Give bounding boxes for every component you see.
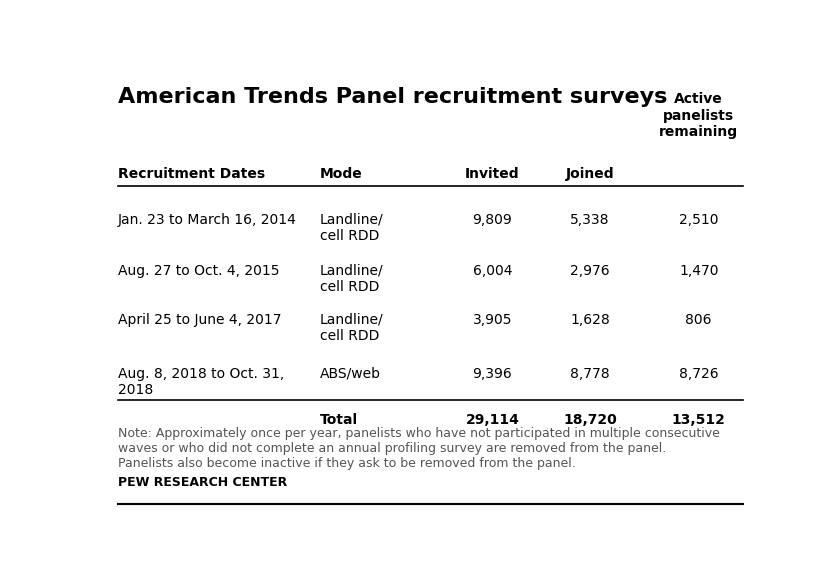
Text: Total: Total — [320, 414, 358, 427]
Text: Recruitment Dates: Recruitment Dates — [118, 167, 265, 181]
Text: 18,720: 18,720 — [563, 414, 617, 427]
Text: ABS/web: ABS/web — [320, 367, 381, 380]
Text: Mode: Mode — [320, 167, 363, 181]
Text: Landline/
cell RDD: Landline/ cell RDD — [320, 264, 383, 294]
Text: 1,628: 1,628 — [570, 313, 610, 327]
Text: April 25 to June 4, 2017: April 25 to June 4, 2017 — [118, 313, 281, 327]
Text: 1,470: 1,470 — [679, 264, 718, 278]
Text: 2,510: 2,510 — [679, 212, 718, 227]
Text: Joined: Joined — [565, 167, 614, 181]
Text: PEW RESEARCH CENTER: PEW RESEARCH CENTER — [118, 476, 287, 489]
Text: 6,004: 6,004 — [473, 264, 512, 278]
Text: 13,512: 13,512 — [672, 414, 726, 427]
Text: Landline/
cell RDD: Landline/ cell RDD — [320, 212, 383, 242]
Text: American Trends Panel recruitment surveys: American Trends Panel recruitment survey… — [118, 88, 668, 107]
Text: 8,778: 8,778 — [570, 367, 610, 380]
Text: Active
panelists
remaining: Active panelists remaining — [659, 92, 738, 139]
Text: Landline/
cell RDD: Landline/ cell RDD — [320, 313, 383, 343]
Text: 806: 806 — [685, 313, 712, 327]
Text: 5,338: 5,338 — [570, 212, 610, 227]
Text: 29,114: 29,114 — [465, 414, 519, 427]
Text: Invited: Invited — [465, 167, 520, 181]
Text: Aug. 8, 2018 to Oct. 31,
2018: Aug. 8, 2018 to Oct. 31, 2018 — [118, 367, 284, 397]
Text: 3,905: 3,905 — [473, 313, 512, 327]
Text: Jan. 23 to March 16, 2014: Jan. 23 to March 16, 2014 — [118, 212, 297, 227]
Text: 2,976: 2,976 — [570, 264, 610, 278]
Text: Aug. 27 to Oct. 4, 2015: Aug. 27 to Oct. 4, 2015 — [118, 264, 280, 278]
Text: 9,809: 9,809 — [472, 212, 512, 227]
Text: 8,726: 8,726 — [679, 367, 718, 380]
Text: Note: Approximately once per year, panelists who have not participated in multip: Note: Approximately once per year, panel… — [118, 427, 720, 470]
Text: 9,396: 9,396 — [472, 367, 512, 380]
